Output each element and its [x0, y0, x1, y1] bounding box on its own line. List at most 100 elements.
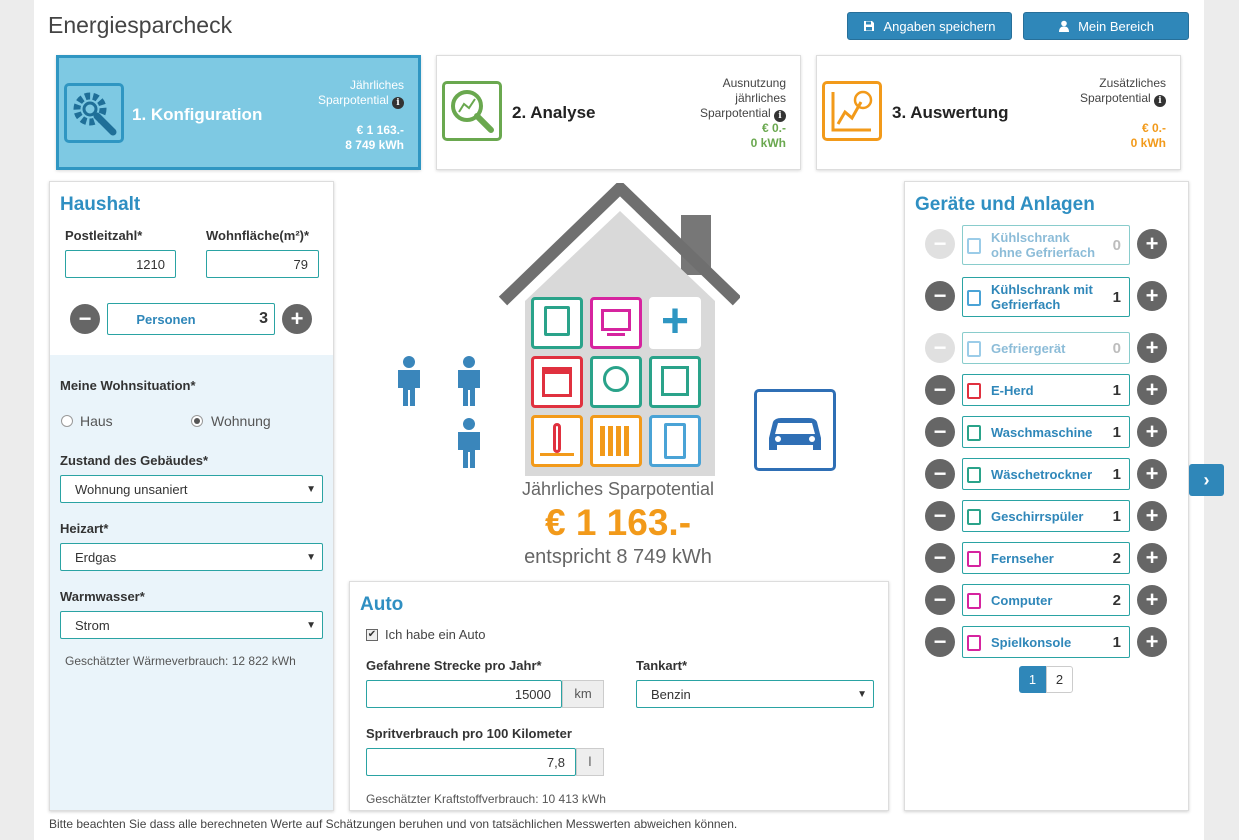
kraftstoff-note: Geschätzter Kraftstoffverbrauch: 10 413 …: [366, 792, 606, 806]
device-plus-button[interactable]: +: [1137, 627, 1167, 657]
device-row[interactable]: Waschmaschine 1: [962, 416, 1130, 448]
device-count: 1: [1112, 289, 1121, 306]
device-row[interactable]: E-Herd 1: [962, 374, 1130, 406]
device-row[interactable]: Kühlschrank mit Gefrierfach 1: [962, 277, 1130, 317]
step-2-name: 2. Analyse: [512, 103, 596, 122]
waerme-note: Geschätzter Wärmeverbrauch: 12 822 kWh: [65, 654, 296, 668]
device-count: 0: [1112, 340, 1121, 357]
radio-haus[interactable]: [61, 415, 73, 427]
geraete-panel: Geräte und Anlagen − Kühlschrank ohne Gefr…: [904, 181, 1189, 811]
car-icon[interactable]: [754, 389, 836, 471]
geraete-title: Geräte und Anlagen: [915, 194, 1095, 215]
strecke-input[interactable]: 15000: [366, 680, 562, 708]
postleitzahl-label: Postleitzahl*: [65, 228, 143, 243]
postleitzahl-input[interactable]: 1210: [65, 250, 176, 278]
pagination-page-1[interactable]: 1: [1019, 666, 1046, 693]
device-count: 1: [1112, 424, 1121, 441]
info-icon[interactable]: i: [392, 97, 404, 109]
device-count: 0: [1112, 237, 1121, 254]
device-minus-button[interactable]: −: [925, 417, 955, 447]
step-konfiguration[interactable]: 1. Konfiguration Jährliches Sparpotential…: [56, 55, 421, 170]
personen-plus-button[interactable]: +: [282, 304, 312, 334]
step-2-values: € 0.- 0 kWh: [750, 121, 786, 150]
device-icon: [967, 635, 981, 651]
auto-checkbox[interactable]: ✔: [366, 629, 378, 641]
wohnsituation-section: [50, 355, 333, 810]
warmwasser-select[interactable]: Strom ▼: [60, 611, 323, 639]
wohnflaeche-input[interactable]: 79: [206, 250, 319, 278]
step-3-name: 3. Auswertung: [892, 103, 1009, 122]
fridge-icon[interactable]: [649, 415, 701, 467]
personen-stepper[interactable]: Personen 3: [107, 303, 275, 335]
device-minus-button[interactable]: −: [925, 333, 955, 363]
dishwasher-icon[interactable]: [531, 297, 583, 349]
radio-wohnung[interactable]: [191, 415, 203, 427]
sprit-label: Spritverbrauch pro 100 Kilometer: [366, 726, 572, 741]
device-row[interactable]: Computer 2: [962, 584, 1130, 616]
device-minus-button[interactable]: −: [925, 543, 955, 573]
radio-wohnung-label: Wohnung: [211, 413, 271, 429]
device-count: 1: [1112, 382, 1121, 399]
device-row[interactable]: Spielkonsole 1: [962, 626, 1130, 658]
tankart-select[interactable]: Benzin ▼: [636, 680, 874, 708]
device-plus-button[interactable]: +: [1137, 375, 1167, 405]
device-row[interactable]: Gefriergerät 0: [962, 332, 1130, 364]
device-row[interactable]: Kühlschrank ohne Gefrierfach 0: [962, 225, 1130, 265]
info-icon[interactable]: i: [774, 110, 786, 122]
tv-icon[interactable]: [590, 297, 642, 349]
device-row[interactable]: Geschirrspüler 1: [962, 500, 1130, 532]
wohnflaeche-label: Wohnfläche(m²)*: [206, 228, 310, 243]
device-plus-button[interactable]: +: [1137, 501, 1167, 531]
pagination-page-2[interactable]: 2: [1046, 666, 1073, 693]
sprit-input[interactable]: 7,8: [366, 748, 576, 776]
device-plus-button[interactable]: +: [1137, 229, 1167, 259]
device-name: Gefriergerät: [991, 341, 1066, 356]
device-plus-button[interactable]: +: [1137, 417, 1167, 447]
save-button[interactable]: Angaben speichern: [847, 12, 1012, 40]
device-minus-button[interactable]: −: [925, 627, 955, 657]
device-minus-button[interactable]: −: [925, 459, 955, 489]
step-3-values: € 0.- 0 kWh: [1130, 121, 1166, 150]
device-icon: [967, 593, 981, 609]
auto-panel: Auto ✔ Ich habe ein Auto Gefahrene Strec…: [349, 581, 889, 811]
personen-minus-button[interactable]: −: [70, 304, 100, 334]
device-plus-button[interactable]: +: [1137, 459, 1167, 489]
oven-icon[interactable]: [531, 356, 583, 408]
device-plus-button[interactable]: +: [1137, 585, 1167, 615]
personen-count: 3: [259, 310, 268, 327]
device-count: 2: [1112, 592, 1121, 609]
account-button[interactable]: Mein Bereich: [1023, 12, 1189, 40]
device-plus-button[interactable]: +: [1137, 281, 1167, 311]
account-button-label: Mein Bereich: [1078, 18, 1154, 34]
device-count: 1: [1112, 508, 1121, 525]
device-row[interactable]: Wäschetrockner 1: [962, 458, 1130, 490]
chevron-right-icon: ›: [1203, 470, 1210, 490]
device-minus-button[interactable]: −: [925, 501, 955, 531]
device-plus-button[interactable]: +: [1137, 333, 1167, 363]
device-name: Kühlschrank ohne Gefrierfach: [991, 230, 1096, 260]
step-auswertung[interactable]: 3. Auswertung Zusätzliches Sparpotential …: [816, 55, 1181, 170]
caret-down-icon: ▼: [306, 619, 316, 631]
device-minus-button[interactable]: −: [925, 585, 955, 615]
device-minus-button[interactable]: −: [925, 281, 955, 311]
info-icon[interactable]: i: [1154, 95, 1166, 107]
add-appliance-icon[interactable]: +: [649, 297, 701, 349]
thermometer-icon[interactable]: [531, 415, 583, 467]
device-minus-button[interactable]: −: [925, 229, 955, 259]
step-analyse[interactable]: 2. Analyse Ausnutzung jährliches Sparpoten…: [436, 55, 801, 170]
washing-machine-icon[interactable]: [590, 356, 642, 408]
device-plus-button[interactable]: +: [1137, 543, 1167, 573]
dryer-icon[interactable]: [649, 356, 701, 408]
device-icon: [967, 290, 981, 306]
warmwasser-label: Warmwasser*: [60, 589, 145, 604]
step-1-label: Jährliches Sparpotential i: [317, 78, 404, 109]
device-name: Waschmaschine: [991, 425, 1093, 440]
next-arrow-button[interactable]: ›: [1189, 464, 1224, 496]
floppy-disk-icon: [864, 21, 875, 31]
device-row[interactable]: Fernseher 2: [962, 542, 1130, 574]
heizart-select[interactable]: Erdgas ▼: [60, 543, 323, 571]
device-minus-button[interactable]: −: [925, 375, 955, 405]
radiator-icon[interactable]: [590, 415, 642, 467]
zustand-select[interactable]: Wohnung unsaniert ▼: [60, 475, 323, 503]
device-name: Kühlschrank mit Gefrierfach: [991, 282, 1093, 312]
